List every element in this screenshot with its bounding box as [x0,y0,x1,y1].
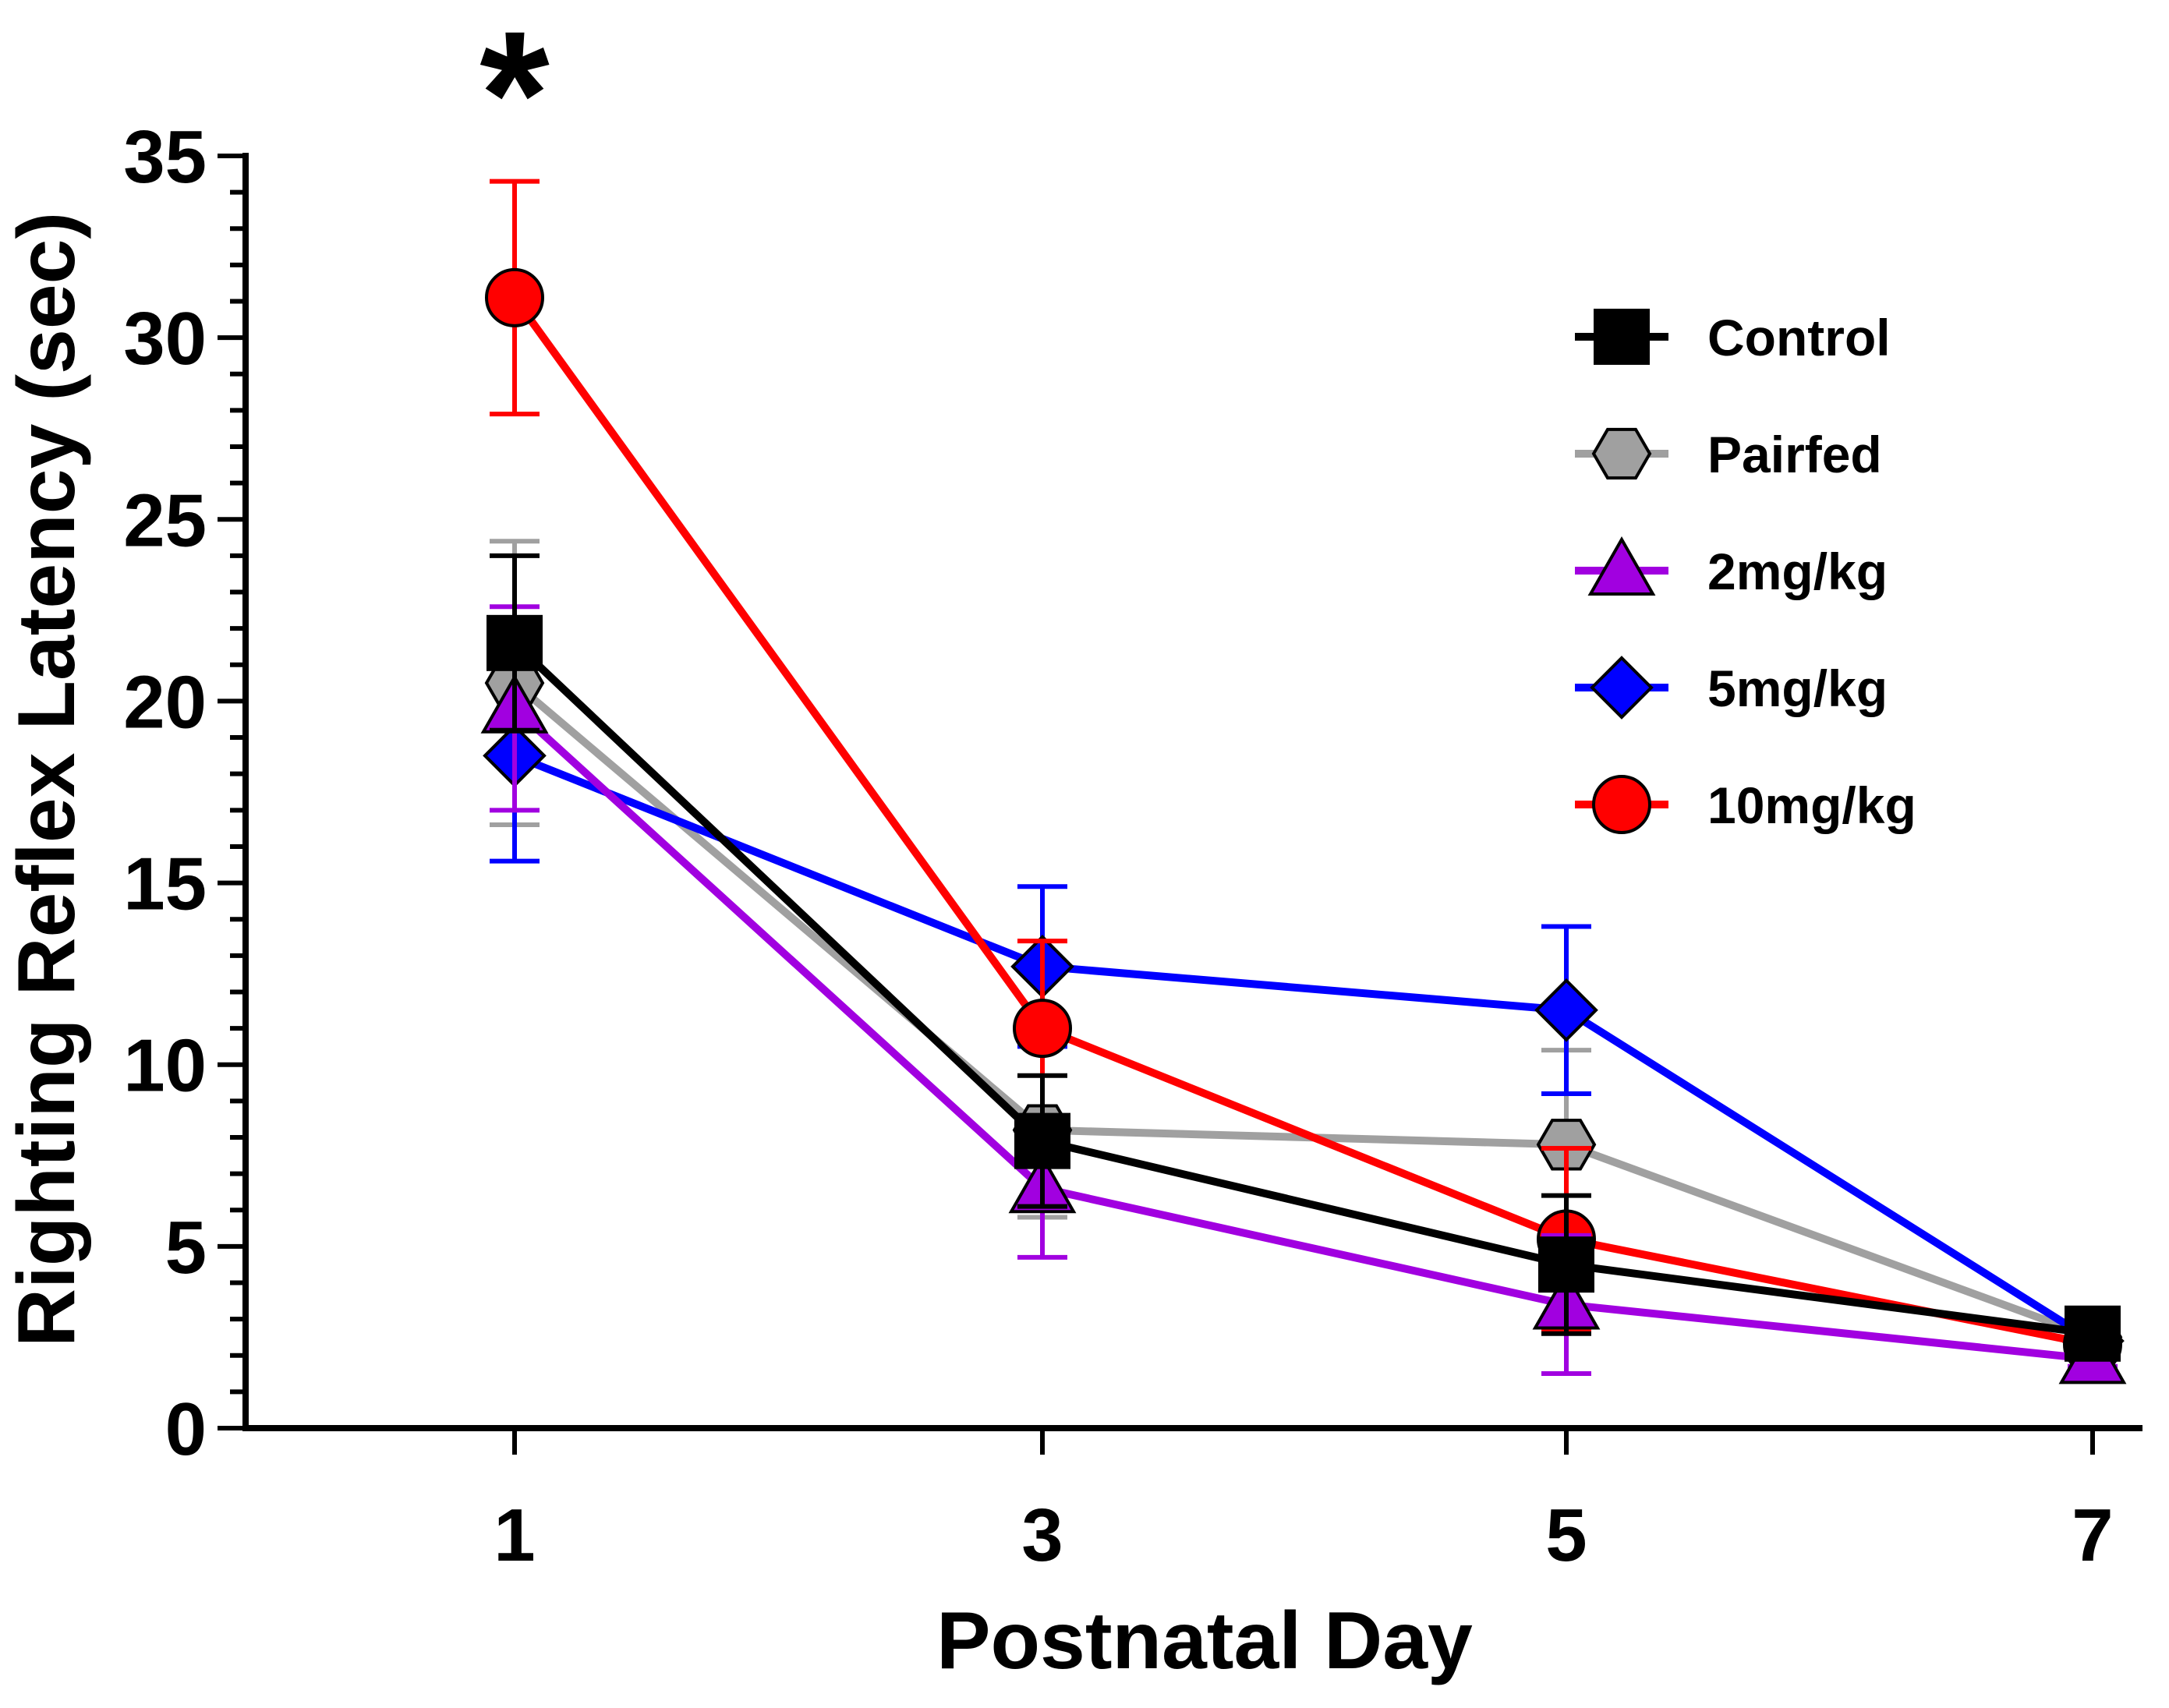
legend-marker [1594,309,1650,365]
data-point [2065,1305,2121,1362]
y-axis-title: Righting Reflex Latency (sec) [2,212,92,1347]
x-axis-title: Postnatal Day [936,1596,1473,1686]
legend-label: Pairfed [1707,426,1882,483]
legend-item: Pairfed [1575,426,1882,483]
y-tick-label: 35 [123,115,207,199]
x-tick-label: 5 [1545,1494,1587,1577]
series-5mg-kg [483,648,2125,1373]
x-tick-label: 1 [494,1494,535,1577]
legend-label: 5mg/kg [1707,660,1888,717]
x-tick-label: 7 [2072,1494,2113,1577]
data-point [1534,978,1598,1042]
series-line [511,295,2093,1349]
plot-area [480,179,2127,1384]
legend-marker [1591,427,1652,480]
y-tick-label: 25 [123,479,207,562]
y-tick-label: 15 [123,843,207,926]
legend-marker [1587,536,1656,596]
y-tick-label: 0 [165,1388,207,1471]
data-point [1013,999,1072,1059]
data-point [487,614,543,671]
series-line [513,751,2095,1345]
legend-item: 10mg/kg [1575,775,1916,834]
legend-item: Control [1575,309,1891,366]
series-control [487,553,2121,1362]
legend-label: 10mg/kg [1707,776,1916,834]
series-line [511,640,2093,1338]
legend-marker [1590,656,1654,720]
data-point [1014,1112,1070,1169]
series-2mg-kg [480,604,2127,1384]
legend-item: 2mg/kg [1575,536,1888,600]
data-point [485,267,544,327]
significance-marker: * [479,0,550,194]
x-tick-label: 3 [1021,1494,1063,1577]
y-tick-label: 10 [123,1024,207,1108]
y-tick-label: 20 [123,660,207,744]
data-point [1538,1236,1594,1293]
legend-item: 5mg/kg [1575,656,1888,720]
legend-label: Control [1707,309,1891,366]
legend: Control Pairfed 2mg/kg 5mg/kg 10mg/kg [1575,309,1916,834]
data-point [1536,1119,1597,1171]
series-line [511,705,2093,1363]
y-tick-label: 30 [123,297,207,380]
y-tick-label: 5 [165,1206,207,1289]
legend-marker [1592,775,1651,834]
legend-label: 2mg/kg [1707,543,1888,600]
